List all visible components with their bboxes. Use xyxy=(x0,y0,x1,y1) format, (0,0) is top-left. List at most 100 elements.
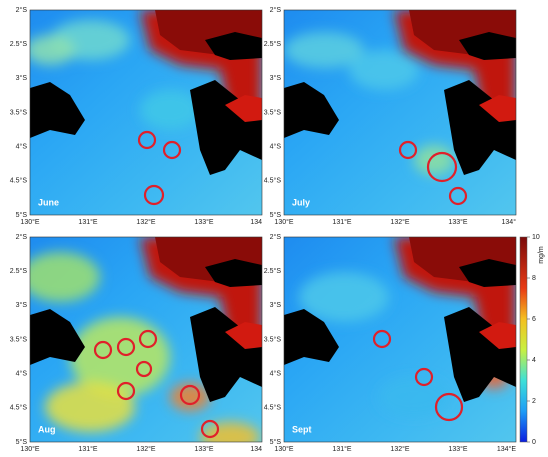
map-area xyxy=(284,10,516,215)
x-tick-label: 130°E xyxy=(274,218,293,226)
highlight-circle xyxy=(426,151,458,183)
colorbar-tick-label: 2 xyxy=(532,398,536,405)
bloom-patch xyxy=(284,32,364,68)
land xyxy=(479,95,516,122)
highlight-circle xyxy=(143,184,165,206)
land xyxy=(225,95,262,122)
land xyxy=(459,259,516,287)
bloom-patch xyxy=(379,377,449,417)
bloom-patch xyxy=(349,50,419,90)
x-tick-label: 131°E xyxy=(332,445,351,453)
y-tick-label: 2.5°S xyxy=(10,267,28,275)
y-tick-label: 3.5°S xyxy=(10,108,28,116)
colorbar-tick-label: 6 xyxy=(532,316,536,323)
highlight-circle xyxy=(398,140,418,160)
y-tick-label: 5°S xyxy=(16,211,28,219)
bloom-patch xyxy=(170,383,210,411)
map-area xyxy=(30,10,262,215)
x-tick-label: 133°E xyxy=(194,218,213,226)
land xyxy=(225,322,262,349)
panel-label: Sept xyxy=(292,424,312,434)
highlight-circle xyxy=(448,186,468,206)
y-tick-label: 2.5°S xyxy=(10,40,28,48)
bloom-patch xyxy=(299,272,389,322)
y-tick-label: 3°S xyxy=(270,74,282,82)
highlight-circle xyxy=(137,130,157,150)
highlight-circle xyxy=(200,419,220,439)
land xyxy=(284,309,339,365)
colorbar-tick-label: 8 xyxy=(532,275,536,282)
x-tick-label: 132°E xyxy=(136,218,155,226)
x-tick-label: 134°E xyxy=(497,445,516,453)
panel-frame xyxy=(29,236,263,443)
bloom-patch xyxy=(414,145,454,175)
land xyxy=(30,309,85,365)
land xyxy=(30,82,85,138)
y-tick-label: 3.5°S xyxy=(264,108,282,116)
x-tick-label: 132°E xyxy=(390,445,409,453)
x-tick-label: 134 xyxy=(250,219,262,226)
land xyxy=(205,32,262,60)
y-tick-label: 4.5°S xyxy=(10,177,28,185)
map-area xyxy=(30,237,262,442)
y-tick-label: 5°S xyxy=(16,438,28,446)
x-tick-label: 130°E xyxy=(20,218,39,226)
panel-label: Aug xyxy=(38,424,56,434)
panel-frame xyxy=(29,9,263,216)
y-tick-label: 5°S xyxy=(270,211,282,219)
land xyxy=(284,82,339,138)
x-tick-label: 133°E xyxy=(194,445,213,453)
y-tick-label: 2°S xyxy=(16,6,28,14)
x-tick-label: 133°E xyxy=(448,218,467,226)
y-tick-label: 2°S xyxy=(16,233,28,241)
panel-frame xyxy=(283,9,517,216)
x-tick-label: 133°E xyxy=(448,445,467,453)
panel-label: June xyxy=(38,197,59,207)
highlight-circle xyxy=(116,381,136,401)
bloom xyxy=(284,32,454,175)
colorbar-tick-label: 10 xyxy=(532,234,540,241)
highlight-circle xyxy=(162,140,182,160)
x-tick-label: 134 xyxy=(250,446,262,453)
y-tick-label: 4°S xyxy=(270,370,282,378)
highlight-circle xyxy=(116,337,136,357)
y-tick-label: 2.5°S xyxy=(264,267,282,275)
y-tick-label: 4.5°S xyxy=(264,404,282,412)
bloom xyxy=(30,20,200,130)
x-tick-label: 134° xyxy=(502,218,517,226)
y-tick-label: 3.5°S xyxy=(10,335,28,343)
y-tick-label: 3°S xyxy=(16,301,28,309)
y-tick-label: 4°S xyxy=(16,370,28,378)
bloom-patch xyxy=(200,422,260,442)
y-tick-label: 4°S xyxy=(270,143,282,151)
x-tick-label: 131°E xyxy=(78,218,97,226)
colorbar xyxy=(519,236,528,443)
y-tick-label: 4.5°S xyxy=(10,404,28,412)
y-tick-label: 2.5°S xyxy=(264,40,282,48)
bloom xyxy=(30,252,260,442)
y-tick-label: 5°S xyxy=(270,438,282,446)
bloom xyxy=(299,272,509,417)
x-tick-label: 132°E xyxy=(136,445,155,453)
x-tick-label: 130°E xyxy=(274,445,293,453)
y-tick-label: 4°S xyxy=(16,143,28,151)
x-tick-label: 130°E xyxy=(20,445,39,453)
highlight-circle xyxy=(93,340,113,360)
highlight-circle xyxy=(179,384,201,406)
panel-frame xyxy=(283,236,517,443)
y-tick-label: 2°S xyxy=(270,233,282,241)
x-tick-label: 131°E xyxy=(332,218,351,226)
x-tick-label: 132°E xyxy=(390,218,409,226)
bloom-patch xyxy=(45,382,135,432)
land xyxy=(205,259,262,287)
y-tick-label: 3°S xyxy=(270,301,282,309)
colorbar-tick-label: 0 xyxy=(532,439,536,446)
y-tick-label: 2°S xyxy=(270,6,282,14)
land xyxy=(459,32,516,60)
y-tick-label: 3.5°S xyxy=(264,335,282,343)
y-tick-label: 3°S xyxy=(16,74,28,82)
